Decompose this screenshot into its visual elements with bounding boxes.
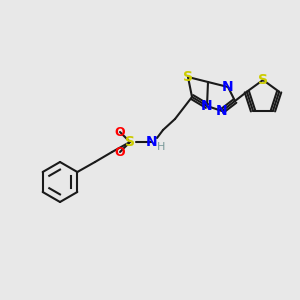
Text: S: S	[183, 70, 193, 84]
Text: N: N	[146, 135, 158, 149]
Text: O: O	[115, 146, 125, 158]
Text: S: S	[258, 73, 268, 87]
Text: O: O	[115, 125, 125, 139]
Text: N: N	[216, 104, 228, 118]
Text: H: H	[157, 142, 165, 152]
Text: N: N	[201, 99, 213, 113]
Text: N: N	[222, 80, 234, 94]
Text: S: S	[125, 135, 135, 149]
